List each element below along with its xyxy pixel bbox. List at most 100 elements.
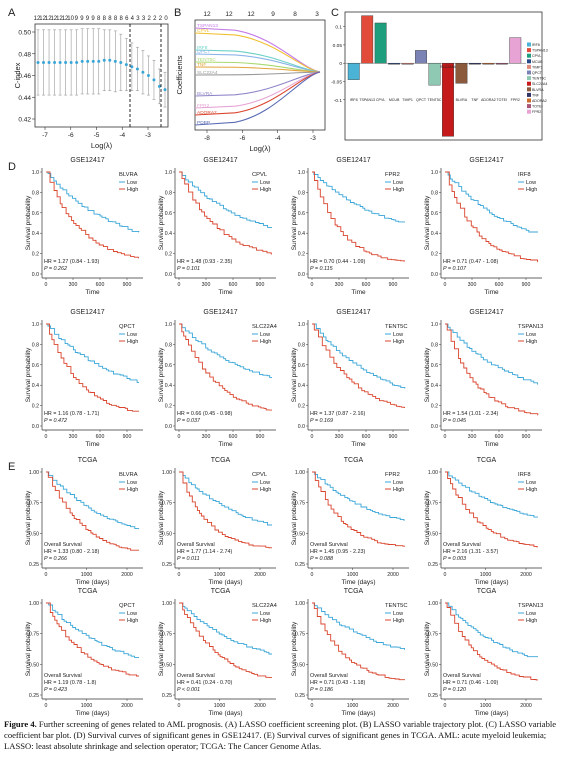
km-ytick-label: 0.4 [431,231,438,237]
km-ytick-label: 0.8 [165,342,172,348]
km-p-text: P = 0.003 [443,556,466,562]
panel-a-top-tick: 12 [56,16,63,22]
panel-c-legend-swatch [527,76,531,81]
km-ytick-label: 0.75 [29,632,39,638]
panel-a-point [97,59,101,63]
km-ytick-label: 0.2 [431,252,438,258]
km-p-text: P = 0.423 [44,687,67,693]
panel-b-curve [194,32,321,73]
km-xtick-label: 300 [69,282,78,288]
km-curve-high [46,171,139,259]
km-ytick-label: 1.00 [162,470,172,476]
km-ytick-label: 0.75 [428,501,438,507]
km-ytick-label: 0.50 [428,531,438,537]
km-ytick-label: 0.0 [32,272,39,278]
km-gene-label: SLC22A4 [252,324,278,330]
km-p-text: P < 0.001 [177,687,200,693]
panel-c-bar-label: TOTEI [497,98,508,102]
km-xlabel: Time [484,441,499,448]
km-xtick-label: 0 [45,282,48,288]
panel-a-top-tick: 10 [67,16,74,22]
panel-a-point [80,59,84,63]
panel-a-top-tick: 3 [136,16,140,22]
km-xtick-label: 0 [45,434,48,440]
km-xtick-label: 900 [522,434,531,440]
km-curve-low [46,602,139,658]
km-ytick-label: 0.25 [29,562,39,568]
km-ytick-label: 0.50 [428,662,438,668]
km-ytick-label: 0.6 [298,363,305,369]
panel-c-ytick-label: -0.1 [334,98,343,104]
km-legend-high: High [127,618,138,624]
km-hr-text: HR = 1.33 (0.80 - 2.18) [44,549,99,555]
km-ylabel: Survival probability [424,621,431,676]
km-xtick-label: 0 [178,282,181,288]
km-xtick-label: 2000 [520,572,532,578]
panel-c-legend-label: TIMP1 [532,65,543,69]
panel-a-xtick-label: -3 [145,132,151,139]
km-ylabel: Survival probability [25,621,32,676]
panel-c-legend-label: FPR2 [532,110,541,114]
km-curve-low [445,602,538,658]
km-legend-high: High [393,618,404,624]
panel-c-legend-label: TSPAN13 [532,49,548,53]
km-gene-label: IRF8 [518,172,531,178]
km-p-text: P = 0.262 [44,266,67,272]
km-legend-low: Low [526,332,536,338]
km-legend-low: Low [260,332,270,338]
km-legend-low: Low [127,332,137,338]
km-dataset-title: GSE12417 [336,157,370,164]
km-curve-high [445,323,539,416]
panel-a-top-tick: 9 [80,16,84,22]
km-xlabel: Time [484,289,499,296]
km-xlabel: Time [85,441,100,448]
km-xtick-label: 600 [495,282,504,288]
km-os-label: Overall Survival [443,673,481,679]
km-curve-low [445,171,538,233]
km-legend-low: Low [260,180,270,186]
km-legend-high: High [526,187,537,193]
panel-b-top-tick: 3 [315,11,319,18]
km-ytick-label: 0.0 [298,424,305,430]
panel-a-ytick-label: 0.50 [18,30,31,37]
panel-a-top-tick: 2 [159,16,163,22]
km-ytick-label: 0.25 [29,693,39,699]
km-xtick-label: 0 [45,572,48,578]
km-xlabel: Time [218,441,233,448]
km-ytick-label: 0.0 [298,272,305,278]
km-curve-high [445,471,538,548]
panel-a-point [64,60,68,64]
km-legend-high: High [127,487,138,493]
km-curve-high [312,471,405,547]
panel-a-point [141,70,145,74]
km-ylabel: Survival probability [291,347,298,402]
km-legend-low: Low [526,480,536,486]
panel-e-letter: E [8,461,15,473]
km-xtick-label: 900 [389,434,398,440]
panel-a-top-tick: 9 [91,16,95,22]
km-legend-low: Low [526,611,536,617]
km-xtick-label: 0 [178,703,181,709]
km-curve-high [445,602,538,681]
km-ylabel: Survival probability [158,347,165,402]
panel-c-legend-swatch [527,53,531,58]
caption-text: Further screening of genes related to AM… [4,719,557,751]
caption-label: Figure 4. [4,719,37,729]
km-gene-label: TENT5C [385,324,408,330]
km-dataset-title: TCGA [78,457,98,464]
panel-b-curve-label: IRF8 [197,45,208,51]
panel-a-point [163,88,167,92]
km-ytick-label: 0.6 [32,211,39,217]
km-ytick-label: 0.50 [162,662,172,668]
km-gene-label: TSPAN13 [518,324,543,330]
km-ylabel: Survival probability [25,195,32,250]
panel-b-curve-label: TSPAN13 [197,23,218,29]
panel-c-bar [374,22,387,64]
panel-a-top-tick: 8 [108,16,112,22]
panel-a-point [102,58,106,62]
